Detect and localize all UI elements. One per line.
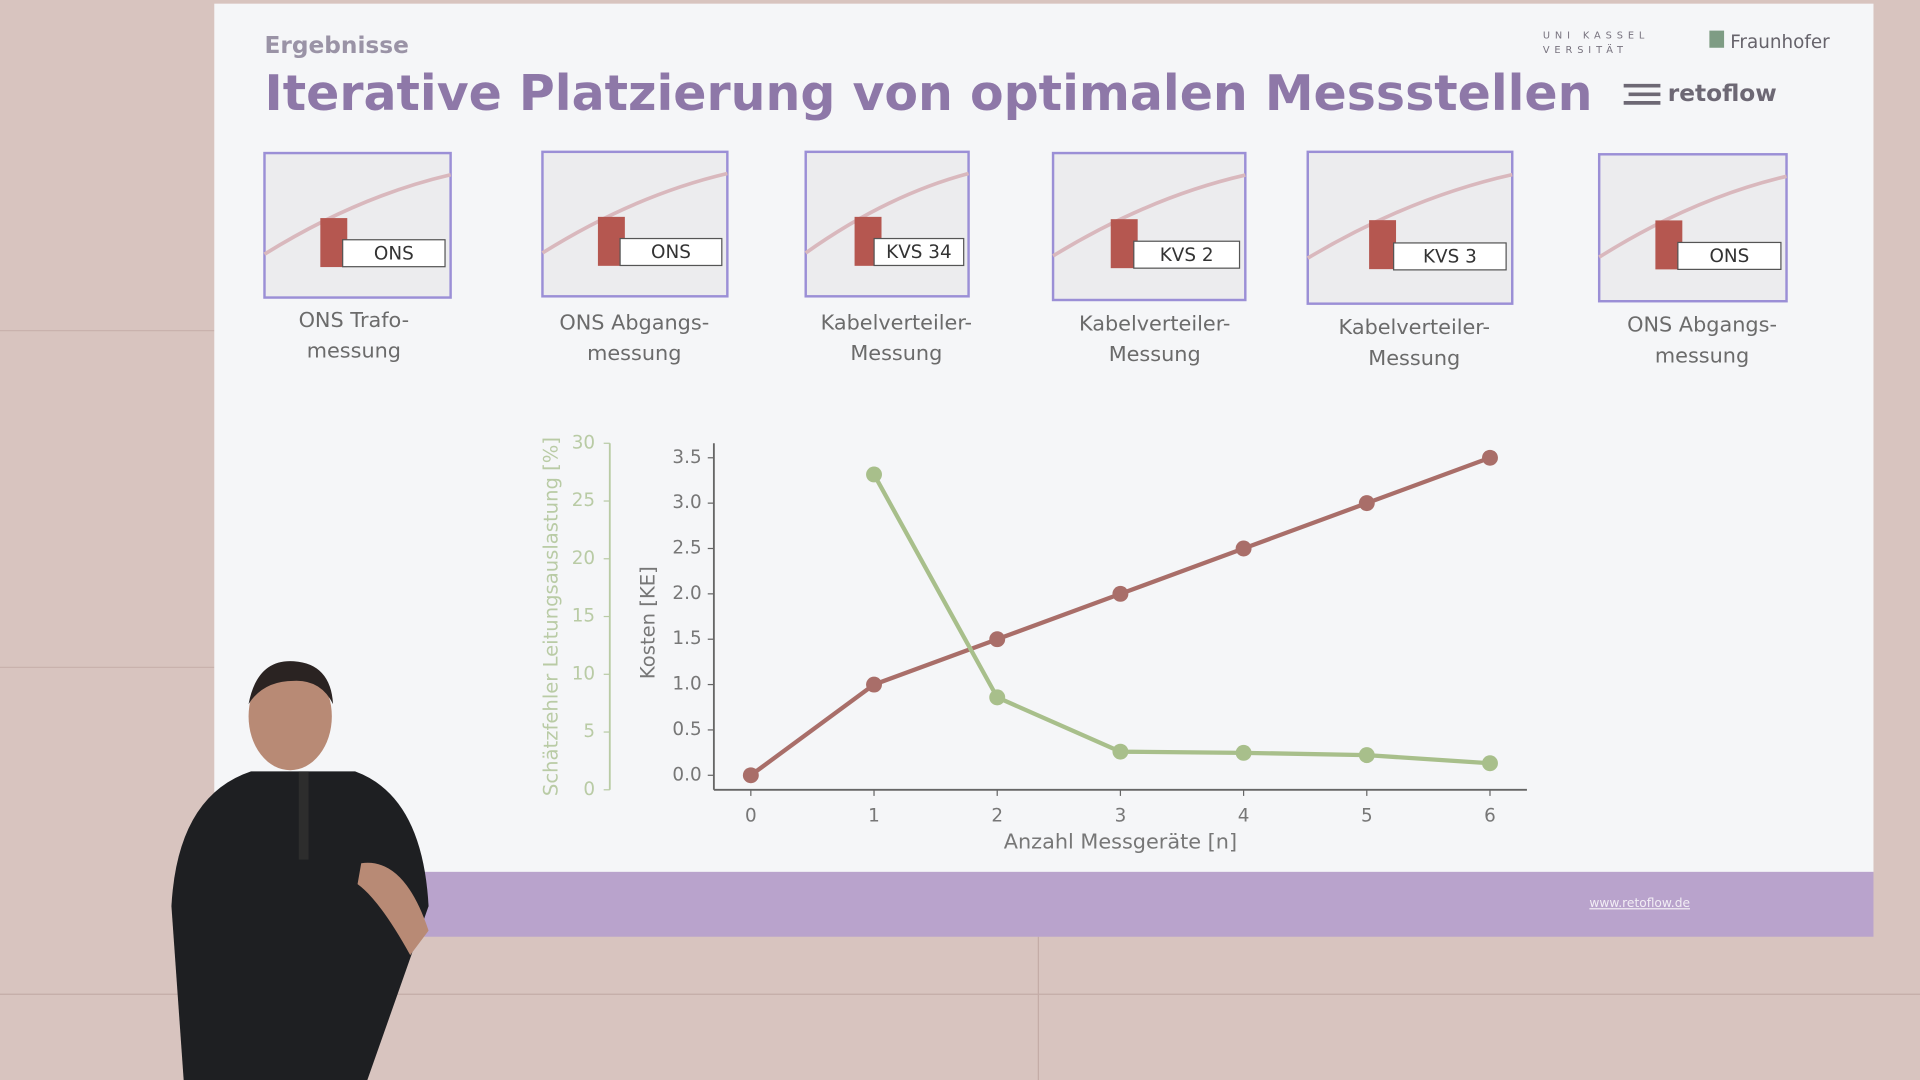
x-tick-label: 2 <box>991 806 1003 827</box>
speaker <box>171 661 429 1080</box>
data-point <box>989 631 1006 648</box>
x-tick-label: 6 <box>1484 806 1496 827</box>
thumbnail-caption: Messung <box>1109 342 1201 366</box>
thumbnail-caption: Kabelverteiler- <box>1339 315 1490 339</box>
logo-retoflow: retoflow <box>1668 80 1777 107</box>
y-tick-label: 2.0 <box>672 583 701 604</box>
data-point <box>1235 540 1252 557</box>
location-marker <box>1110 219 1138 269</box>
thumbnail-caption: ONS Abgangs- <box>1627 313 1777 337</box>
thumbnail-caption: Kabelverteiler- <box>1079 311 1230 335</box>
thumbnail-label: KVS 34 <box>886 242 951 263</box>
thumbnail-caption: messung <box>1655 343 1749 367</box>
y-tick-label: 3.0 <box>672 492 701 513</box>
logo-icon <box>1623 83 1661 105</box>
y-tick-label: 2.5 <box>672 537 701 558</box>
y2-tick-label: 15 <box>572 606 595 627</box>
label-box <box>619 237 723 267</box>
slide-title: Iterative Platzierung von optimalen Mess… <box>264 65 1592 122</box>
thumbnail-caption: Messung <box>1368 346 1460 370</box>
y-axis-label: Kosten [KE] <box>636 566 659 679</box>
speaker-head <box>248 662 332 771</box>
data-point <box>1112 585 1129 602</box>
x-tick-label: 0 <box>745 806 757 827</box>
label-box <box>1133 240 1241 269</box>
y-tick-label: 0.0 <box>672 764 701 785</box>
footer-url: www.retoflow.de <box>1589 896 1690 910</box>
y-tick-label: 1.5 <box>672 628 701 649</box>
section-label: Ergebnisse <box>264 32 408 59</box>
label-box <box>1677 241 1782 270</box>
x-tick-label: 3 <box>1115 806 1127 827</box>
thumbnail-label: KVS 3 <box>1423 247 1477 268</box>
y-tick-label: 3.5 <box>672 447 701 468</box>
map-thumbnail <box>1051 151 1247 302</box>
x-axis-label: Anzahl Messgeräte [n] <box>1004 829 1237 853</box>
data-point <box>1358 747 1375 764</box>
map-thumbnail <box>804 150 970 298</box>
y2-tick-label: 30 <box>572 432 595 453</box>
speaker-hair <box>248 661 334 705</box>
thumbnail-caption: ONS Trafo- <box>299 308 410 332</box>
label-box <box>1393 242 1507 271</box>
y2-tick-label: 0 <box>583 779 595 800</box>
y2-tick-label: 25 <box>572 490 595 511</box>
map-thumbnail <box>1597 153 1788 303</box>
data-point <box>866 466 882 483</box>
y2-axis-label: Schätzfehler Leitungsauslastung [%] <box>540 437 563 796</box>
thumbnail-caption: ONS Abgangs- <box>559 310 709 334</box>
map-road <box>1306 172 1513 260</box>
x-tick-label: 4 <box>1238 806 1250 827</box>
chart: 0 1 2 3 4 5 6 0.0 0.5 1.0 1.5 2.0 2.5 3.0 3.5 0 5 10 15 20 2… <box>540 432 1527 853</box>
logo-university: UNI KASSEL <box>1543 31 1649 42</box>
thumbnail-label: ONS <box>651 242 691 263</box>
map-road <box>541 171 728 255</box>
series-line <box>872 473 1491 766</box>
y2-tick-label: 5 <box>583 721 595 742</box>
logo-fraunhofer: Fraunhofer <box>1730 32 1830 53</box>
label-box <box>873 237 965 267</box>
speaker-hand <box>357 862 429 956</box>
logo-university: VERSITÄT <box>1543 43 1628 56</box>
data-point <box>1235 744 1252 761</box>
slide <box>214 3 1874 874</box>
map-thumbnail <box>1306 150 1514 305</box>
thumbnail-label: KVS 2 <box>1160 245 1214 266</box>
data-point <box>866 676 882 693</box>
thumbnail-caption: Kabelverteiler- <box>821 310 972 334</box>
map-thumbnail <box>263 151 452 299</box>
slide-footer-band <box>214 871 1874 937</box>
map-road <box>1598 174 1787 259</box>
y2-tick-label: 20 <box>572 548 595 569</box>
thumbnail-caption: messung <box>307 338 401 362</box>
thumbnails: ONS ONS Trafo-messung ONS ONS Abgangs-messu… <box>263 150 1788 370</box>
data-point <box>742 767 759 784</box>
y-tick-label: 1.0 <box>672 674 701 695</box>
logo-icon <box>1709 30 1725 48</box>
map-road <box>1052 173 1246 258</box>
thumbnail-label: ONS <box>1709 246 1749 267</box>
map-road <box>804 171 970 255</box>
y2-tick-label: 10 <box>572 663 595 684</box>
label-box <box>342 239 446 268</box>
data-point <box>1358 495 1375 512</box>
map-thumbnail <box>541 150 729 298</box>
microphone <box>298 771 309 860</box>
thumbnail-caption: messung <box>587 341 681 365</box>
data-point <box>1482 449 1498 466</box>
x-tick-label: 5 <box>1361 806 1373 827</box>
data-point <box>989 689 1006 706</box>
speaker-body <box>171 771 429 1080</box>
thumbnail-label: ONS <box>374 243 414 264</box>
location-marker <box>1369 220 1397 270</box>
x-tick-label: 1 <box>868 806 880 827</box>
thumbnail-caption: Messung <box>850 341 942 365</box>
y-tick-label: 0.5 <box>672 719 701 740</box>
map-road <box>263 172 452 256</box>
data-point <box>1112 743 1129 760</box>
data-point <box>1482 755 1498 772</box>
